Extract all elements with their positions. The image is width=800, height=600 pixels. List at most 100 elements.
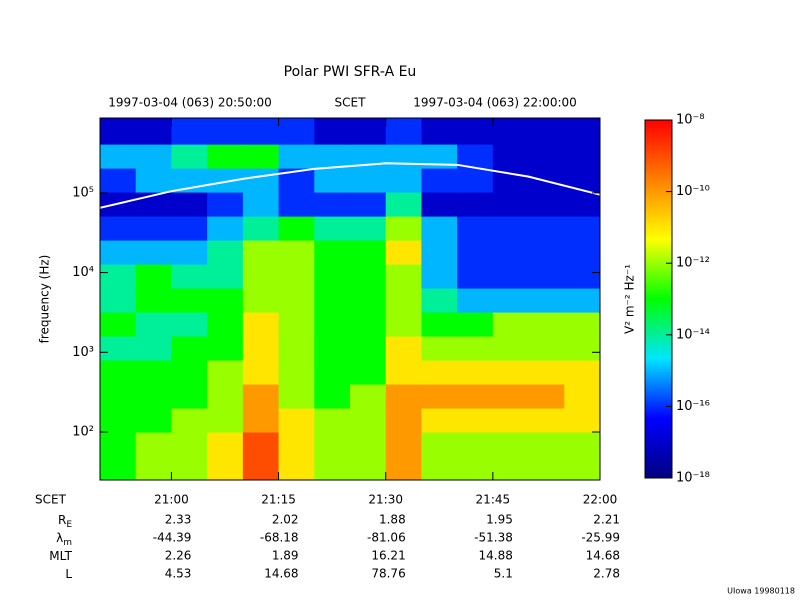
heatmap-cell	[207, 264, 244, 289]
heatmap-cell	[171, 144, 208, 169]
colorbar-tick-label: 10⁻¹⁸	[676, 471, 710, 486]
heatmap-cell	[350, 432, 387, 457]
heatmap-cell	[564, 336, 601, 361]
heatmap-cell	[171, 192, 208, 217]
heatmap-cell	[135, 264, 172, 289]
heatmap-cell	[135, 456, 172, 481]
heatmap-cell	[421, 216, 458, 241]
heatmap-cell	[457, 384, 494, 409]
y-tick-label: 10³	[72, 345, 94, 360]
x-tick-label: 22:00	[583, 493, 618, 507]
ephemeris-value: 1.89	[272, 549, 299, 563]
heatmap-cell	[528, 288, 565, 313]
heatmap-cell	[528, 216, 565, 241]
scet-label: SCET	[335, 96, 367, 110]
heatmap-cell	[171, 264, 208, 289]
heatmap-cell	[528, 144, 565, 169]
heatmap-cell	[421, 384, 458, 409]
heatmap-cell	[457, 288, 494, 313]
heatmap-cell	[350, 384, 387, 409]
heatmap-cell	[314, 288, 351, 313]
heatmap-cell	[564, 264, 601, 289]
heatmap-cell	[207, 192, 244, 217]
heatmap-cell	[385, 360, 422, 385]
heatmap-cell	[457, 408, 494, 433]
heatmap-cell	[242, 192, 280, 217]
colorbar	[644, 119, 673, 479]
heatmap-cell	[564, 288, 601, 313]
ephemeris-value: 2.26	[165, 549, 192, 563]
heatmap-cell	[564, 240, 601, 265]
heatmap-cell	[242, 360, 280, 385]
heatmap-cell	[350, 312, 387, 337]
heatmap-cell	[564, 216, 601, 241]
heatmap-cell	[314, 168, 351, 193]
ephemeris-label-main: L	[65, 567, 72, 581]
x-tick-label: 21:30	[368, 493, 403, 507]
heatmap-cell	[242, 168, 280, 193]
heatmap-cell	[421, 264, 458, 289]
ephemeris-label-main: λ	[56, 531, 63, 545]
heatmap-cell	[492, 192, 530, 217]
heatmap-cell	[135, 384, 172, 409]
heatmap-cell	[135, 360, 172, 385]
heatmap-cell	[278, 336, 315, 361]
heatmap-cell	[528, 456, 565, 481]
heatmap-cell	[171, 456, 208, 481]
heatmap-cell	[207, 336, 244, 361]
heatmap-cell	[207, 288, 244, 313]
ephemeris-value: 78.76	[371, 567, 405, 581]
heatmap-cell	[385, 456, 422, 481]
heatmap-cell	[421, 336, 458, 361]
heatmap-cell	[457, 118, 494, 145]
heatmap-cell	[528, 192, 565, 217]
heatmap-cell	[350, 118, 387, 145]
colorbar-tick-label: 10⁻¹⁰	[676, 184, 710, 199]
heatmap-cell	[135, 216, 172, 241]
heatmap-cell	[314, 456, 351, 481]
heatmap-cell	[385, 336, 422, 361]
heatmap-cell	[278, 264, 315, 289]
heatmap-cell	[421, 432, 458, 457]
heatmap-cell	[207, 408, 244, 433]
heatmap-cell	[457, 144, 494, 169]
heatmap-cell	[207, 240, 244, 265]
heatmap-cell	[278, 432, 315, 457]
heatmap-cell	[492, 240, 530, 265]
y-tick-label: 10⁵	[72, 185, 94, 200]
heatmap-cell	[135, 118, 172, 145]
heatmap-cell	[207, 312, 244, 337]
heatmap-cell	[385, 192, 422, 217]
heatmap-cell	[528, 336, 565, 361]
heatmap-cell	[171, 432, 208, 457]
heatmap-cell	[528, 432, 565, 457]
end-time: 1997-03-04 (063) 22:00:00	[413, 96, 577, 110]
x-tick-label: 21:15	[261, 493, 296, 507]
heatmap-cell	[528, 240, 565, 265]
heatmap-cell	[421, 118, 458, 145]
heatmap-cell	[564, 312, 601, 337]
heatmap-cell	[492, 360, 530, 385]
heatmap-cell	[314, 384, 351, 409]
heatmap-cell	[207, 384, 244, 409]
heatmap-cell	[242, 264, 280, 289]
heatmap-cell	[171, 336, 208, 361]
heatmap-cell	[278, 216, 315, 241]
ephemeris-label-main: MLT	[49, 549, 72, 563]
heatmap-cell	[242, 312, 280, 337]
ephemeris-label-main: R	[58, 513, 66, 527]
heatmap-cell	[100, 240, 137, 265]
heatmap-cell	[492, 118, 530, 145]
heatmap-cell	[564, 456, 601, 481]
heatmap-cell	[457, 336, 494, 361]
heatmap-cell	[242, 432, 280, 457]
heatmap-cell	[278, 408, 315, 433]
heatmap-cell	[350, 216, 387, 241]
colorbar-tick-label: 10⁻⁸	[676, 113, 705, 128]
heatmap-cell	[350, 240, 387, 265]
ephemeris-value: -81.06	[367, 531, 406, 545]
heatmap-cell	[171, 312, 208, 337]
colorbar-tick-label: 10⁻¹⁴	[676, 327, 710, 342]
heatmap-cell	[278, 312, 315, 337]
heatmap-cell	[278, 240, 315, 265]
